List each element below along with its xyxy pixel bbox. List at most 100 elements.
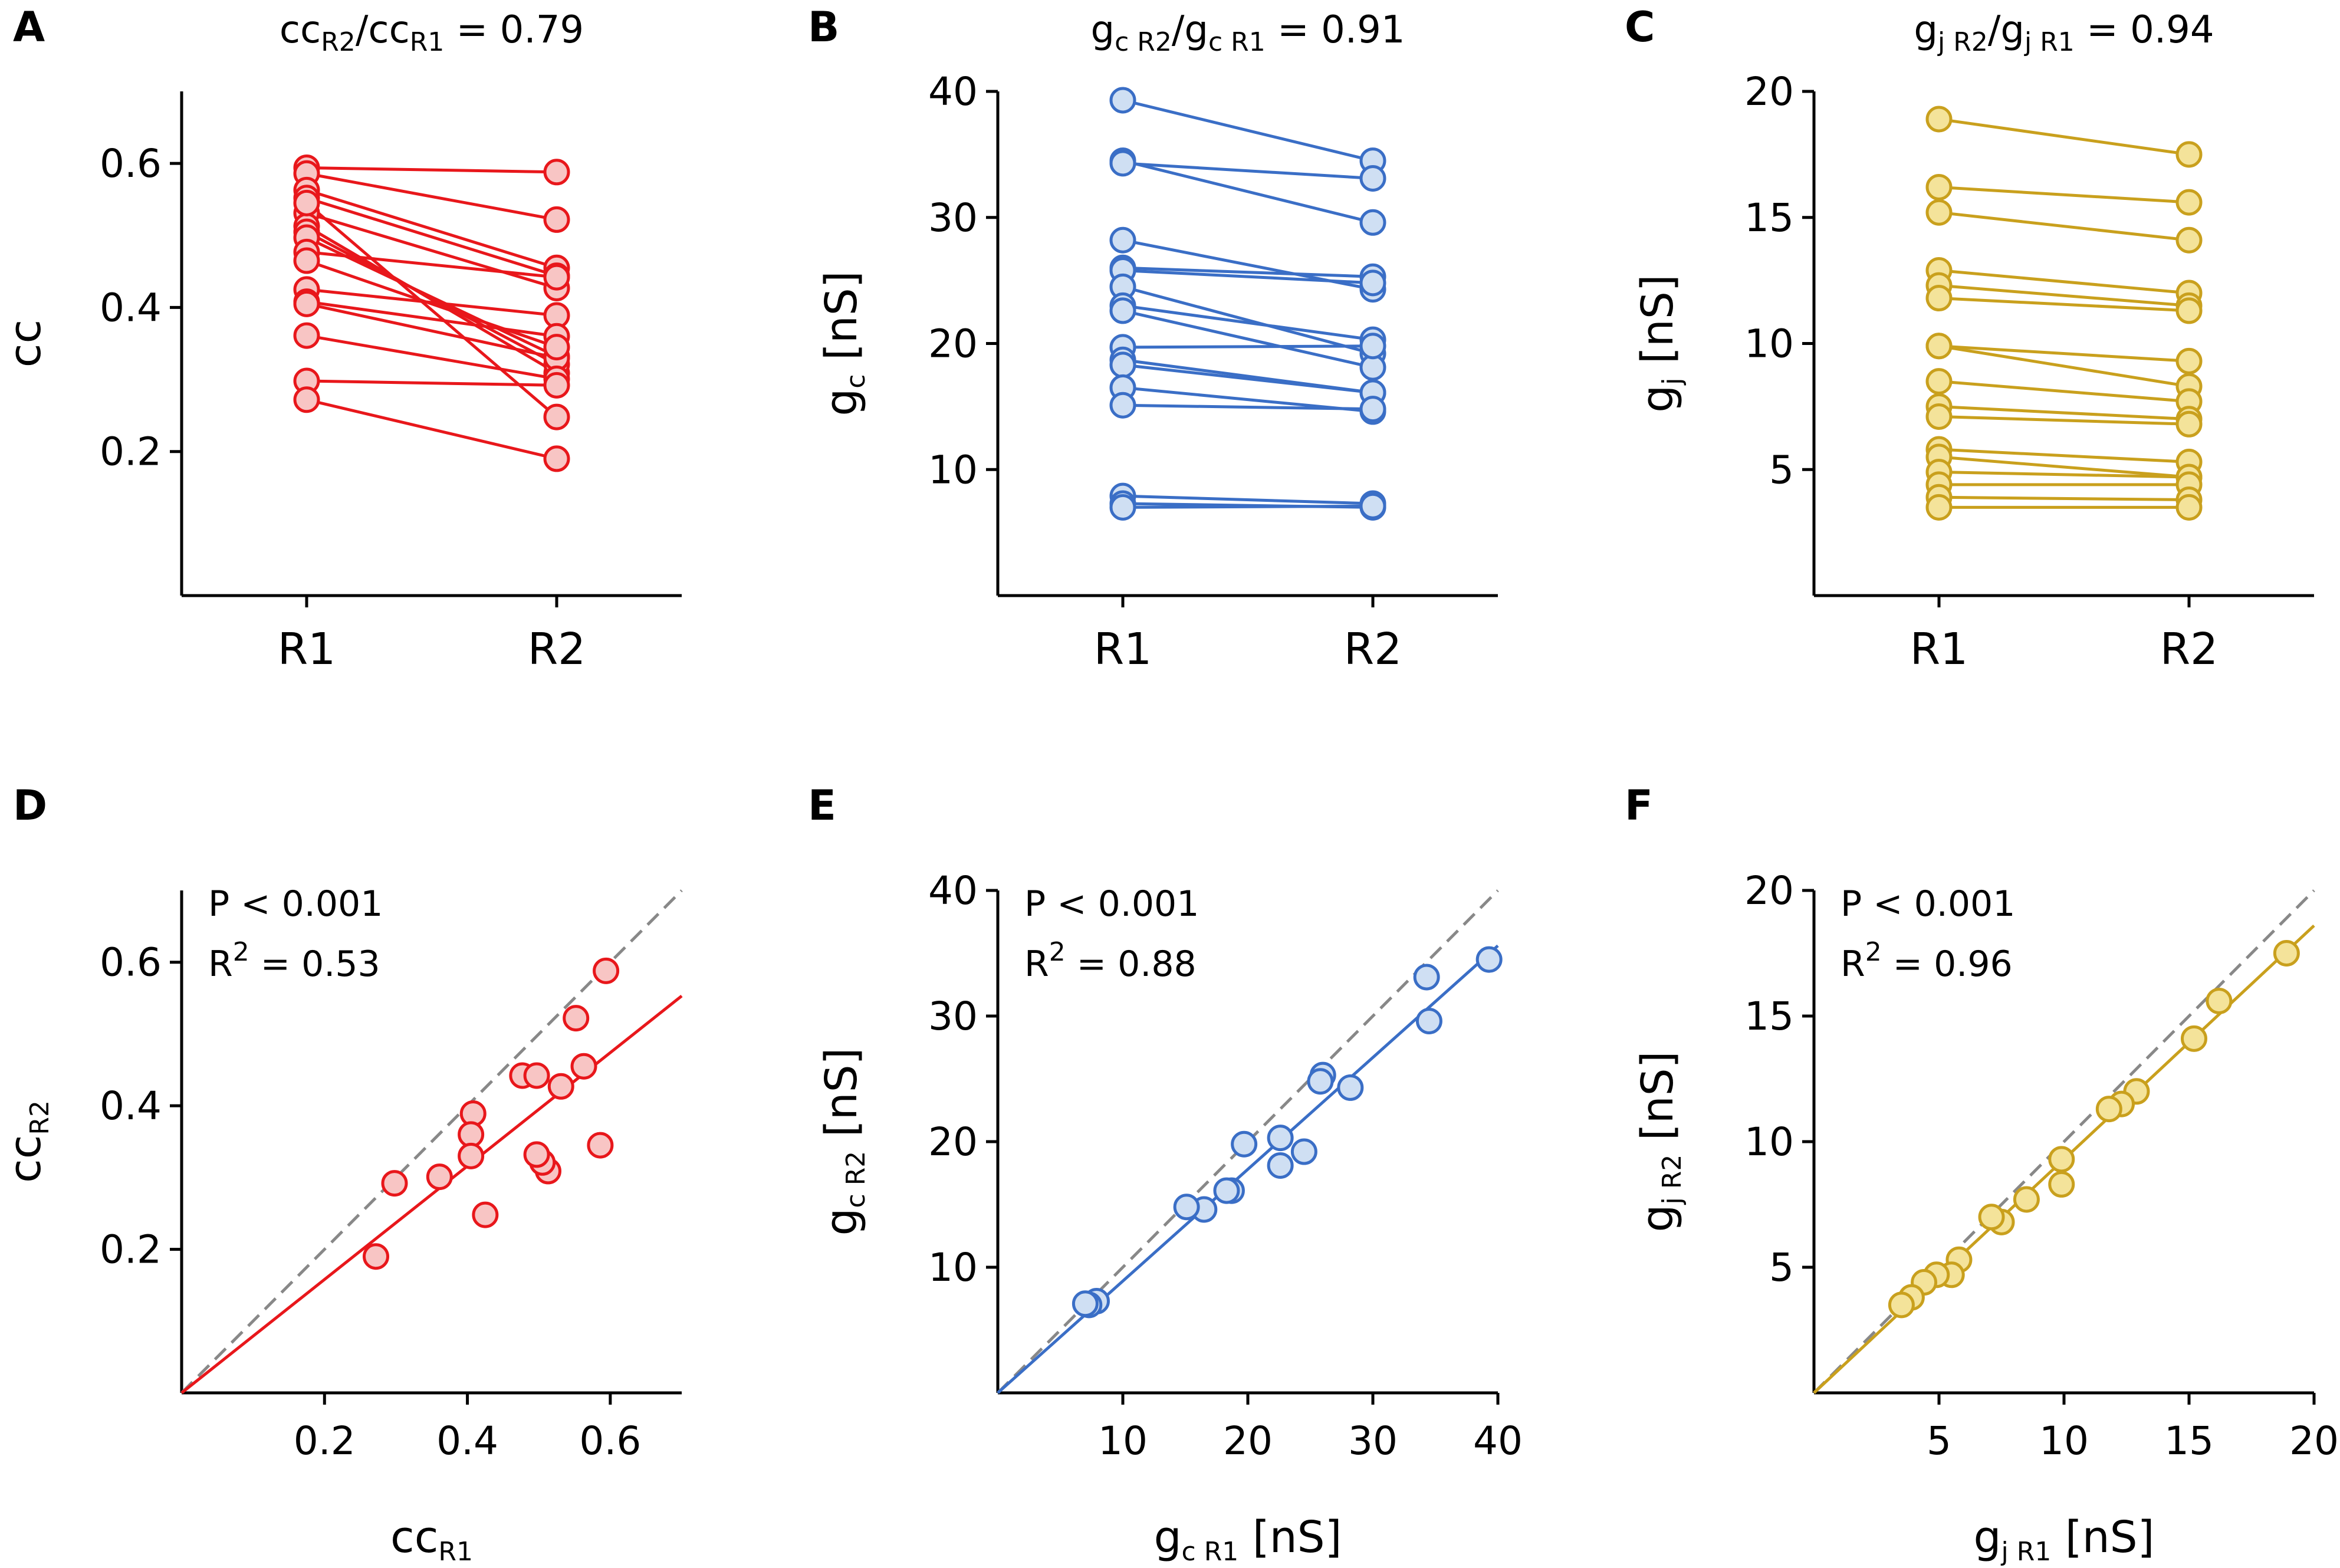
marker-r2 — [1359, 165, 1386, 192]
pair-line — [306, 250, 557, 279]
panel-title: gj R2/gj R1 = 0.94 — [1914, 8, 2214, 57]
marker-r2 — [2175, 347, 2203, 374]
marker-r2 — [543, 206, 570, 233]
scatter-point — [2013, 1186, 2040, 1213]
scatter-point — [381, 1170, 408, 1197]
y-tick-label: 40 — [928, 868, 978, 913]
scatter-point — [593, 957, 620, 984]
pair-line — [1938, 448, 2190, 464]
scatter-point — [458, 1121, 485, 1148]
y-tick-label: 0.4 — [100, 285, 162, 330]
panel-letter: D — [13, 781, 47, 830]
y-tick-label: 15 — [1744, 994, 1794, 1039]
x-tick-label: 30 — [1348, 1418, 1398, 1464]
pair-line — [1122, 363, 1373, 395]
x-tick-label: 10 — [2039, 1418, 2089, 1464]
pair-line — [1122, 162, 1373, 180]
scatter-point — [472, 1201, 499, 1228]
y-tick-label: 20 — [1744, 69, 1794, 114]
panel-c: C 5 10 15 20 gj R2/gj R1 = 0.94 R1 R2 gj [nS] — [1625, 3, 2314, 675]
pair-line — [1938, 117, 2190, 156]
marker-r1 — [1925, 403, 1953, 430]
scatter-point — [1307, 1068, 1334, 1095]
panel-letter: C — [1625, 3, 1655, 51]
marker-r1 — [1925, 333, 1953, 360]
p-value: P < 0.001 — [208, 883, 383, 925]
pair-line — [306, 212, 557, 290]
pair-line — [306, 398, 557, 461]
marker-r1 — [1109, 297, 1136, 324]
marker-r2 — [2175, 189, 2203, 216]
marker-r2 — [2175, 297, 2203, 324]
x-tick-label: R1 — [278, 624, 336, 675]
x-tick-label: 5 — [1927, 1418, 1951, 1464]
y-tick-label: 5 — [1769, 447, 1794, 492]
pair-line — [1938, 380, 2190, 403]
pair-line — [1122, 309, 1373, 369]
y-axis-label: gj [nS] — [1632, 274, 1687, 412]
scatter-point — [587, 1132, 614, 1159]
marker-r1 — [1925, 368, 1953, 395]
marker-r2 — [543, 372, 570, 399]
marker-r2 — [1359, 209, 1386, 236]
pair-line — [1122, 494, 1373, 505]
p-value: P < 0.001 — [1841, 883, 2015, 925]
y-tick-label: 10 — [1744, 321, 1794, 367]
pair-line — [1938, 415, 2190, 426]
pair-line — [1938, 344, 2190, 363]
pair-line — [1122, 98, 1373, 162]
marker-r1 — [1925, 199, 1953, 226]
pair-line — [306, 302, 557, 360]
y-tick-label: 10 — [928, 447, 978, 492]
marker-r1 — [293, 290, 320, 317]
panel-a: A 0.2 0.4 0.6 ccR2/ccR1 = 0.79 R1 R2 cc — [0, 3, 682, 675]
x-tick-label: 15 — [2164, 1418, 2214, 1464]
x-tick-label: 20 — [1223, 1418, 1273, 1464]
panel-letter: A — [13, 3, 45, 51]
scatter-point — [1978, 1204, 2005, 1231]
y-tick-label: 5 — [1769, 1245, 1794, 1290]
x-axis-label: ccR1 — [390, 1512, 473, 1567]
scatter-point — [1267, 1152, 1294, 1179]
pair-line — [1122, 403, 1373, 411]
scatter-point — [570, 1053, 597, 1080]
panel-b: B 10 20 30 40 gc R2/gc R1 = 0.91 R1 R2 gc [nS] — [808, 3, 1498, 675]
x-tick-label: R1 — [1910, 624, 1968, 675]
marker-r1 — [1925, 106, 1953, 133]
scatter-point — [458, 1142, 485, 1169]
x-tick-label: 10 — [1098, 1418, 1148, 1464]
y-tick-label: 15 — [1744, 195, 1794, 241]
marker-r2 — [2175, 141, 2203, 168]
marker-r1 — [1109, 392, 1136, 419]
marker-r2 — [543, 264, 570, 291]
scatter-point — [547, 1073, 574, 1100]
pair-line — [306, 259, 557, 349]
x-tick-label: 0.4 — [436, 1418, 498, 1464]
marker-r2 — [1359, 269, 1386, 297]
scatter-point — [2095, 1096, 2122, 1123]
y-tick-label: 10 — [928, 1245, 978, 1290]
pair-line — [1122, 159, 1373, 224]
pair-line — [306, 188, 557, 269]
y-tick-label: 0.6 — [100, 141, 162, 186]
pair-line — [1938, 297, 2190, 313]
scatter-point — [1415, 1008, 1442, 1035]
scatter-point — [2048, 1146, 2075, 1173]
scatter-point — [2206, 987, 2233, 1014]
panel-letter: F — [1625, 781, 1653, 830]
y-tick-label: 20 — [928, 1119, 978, 1165]
marker-r2 — [2175, 410, 2203, 438]
marker-r2 — [2175, 226, 2203, 254]
scatter-point — [1072, 1290, 1099, 1317]
scatter-point — [523, 1141, 550, 1168]
scatter-point — [1267, 1125, 1294, 1152]
pair-line — [1938, 405, 2190, 421]
scatter-point — [1888, 1291, 1915, 1319]
marker-r1 — [293, 386, 320, 413]
pair-line — [1938, 471, 2190, 479]
x-tick-label: R2 — [2160, 624, 2219, 675]
x-tick-label: R2 — [1344, 624, 1402, 675]
scatter-point — [1231, 1130, 1258, 1158]
y-axis-label: cc — [0, 320, 51, 367]
